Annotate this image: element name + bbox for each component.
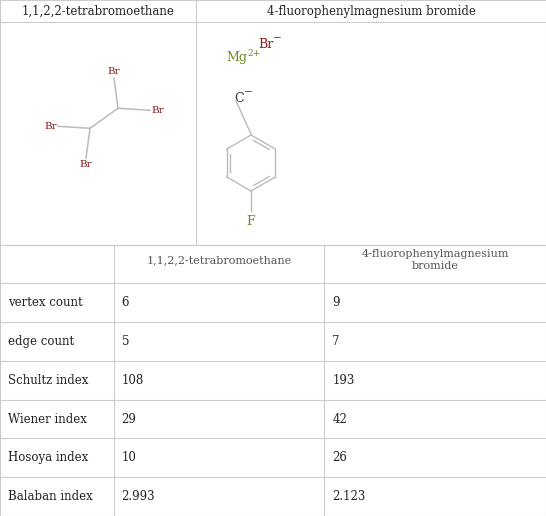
- Text: 4-fluorophenylmagnesium bromide: 4-fluorophenylmagnesium bromide: [266, 5, 476, 18]
- Text: F: F: [247, 215, 256, 228]
- Text: 5: 5: [122, 335, 129, 348]
- Text: Mg: Mg: [226, 52, 247, 64]
- Text: C: C: [234, 91, 244, 105]
- Text: Balaban index: Balaban index: [8, 490, 93, 503]
- Text: Hosoya index: Hosoya index: [8, 452, 88, 464]
- Text: 4-fluorophenylmagnesium
bromide: 4-fluorophenylmagnesium bromide: [361, 249, 509, 271]
- Text: Br: Br: [258, 38, 273, 51]
- Text: 29: 29: [122, 413, 136, 426]
- Text: 26: 26: [333, 452, 347, 464]
- Text: 2.993: 2.993: [122, 490, 155, 503]
- Text: 193: 193: [333, 374, 355, 387]
- Text: 2.123: 2.123: [333, 490, 366, 503]
- Text: Br: Br: [108, 67, 120, 76]
- Text: 7: 7: [333, 335, 340, 348]
- Text: 42: 42: [333, 413, 347, 426]
- Bar: [0, 0, 546, 245]
- Text: 10: 10: [122, 452, 136, 464]
- Text: Br: Br: [80, 160, 92, 169]
- Text: Br: Br: [151, 106, 164, 115]
- Text: Wiener index: Wiener index: [8, 413, 87, 426]
- Text: Br: Br: [44, 122, 57, 131]
- Text: edge count: edge count: [8, 335, 74, 348]
- Text: Schultz index: Schultz index: [8, 374, 88, 387]
- Text: 1,1,2,2-tetrabromoethane: 1,1,2,2-tetrabromoethane: [146, 255, 292, 265]
- Text: −: −: [273, 35, 282, 43]
- Text: vertex count: vertex count: [8, 296, 82, 309]
- Bar: [0, 245, 546, 516]
- Text: 9: 9: [333, 296, 340, 309]
- Text: 2+: 2+: [247, 49, 260, 57]
- Text: −: −: [244, 89, 253, 98]
- Text: 1,1,2,2-tetrabromoethane: 1,1,2,2-tetrabromoethane: [22, 5, 174, 18]
- Text: 108: 108: [122, 374, 144, 387]
- Text: 6: 6: [122, 296, 129, 309]
